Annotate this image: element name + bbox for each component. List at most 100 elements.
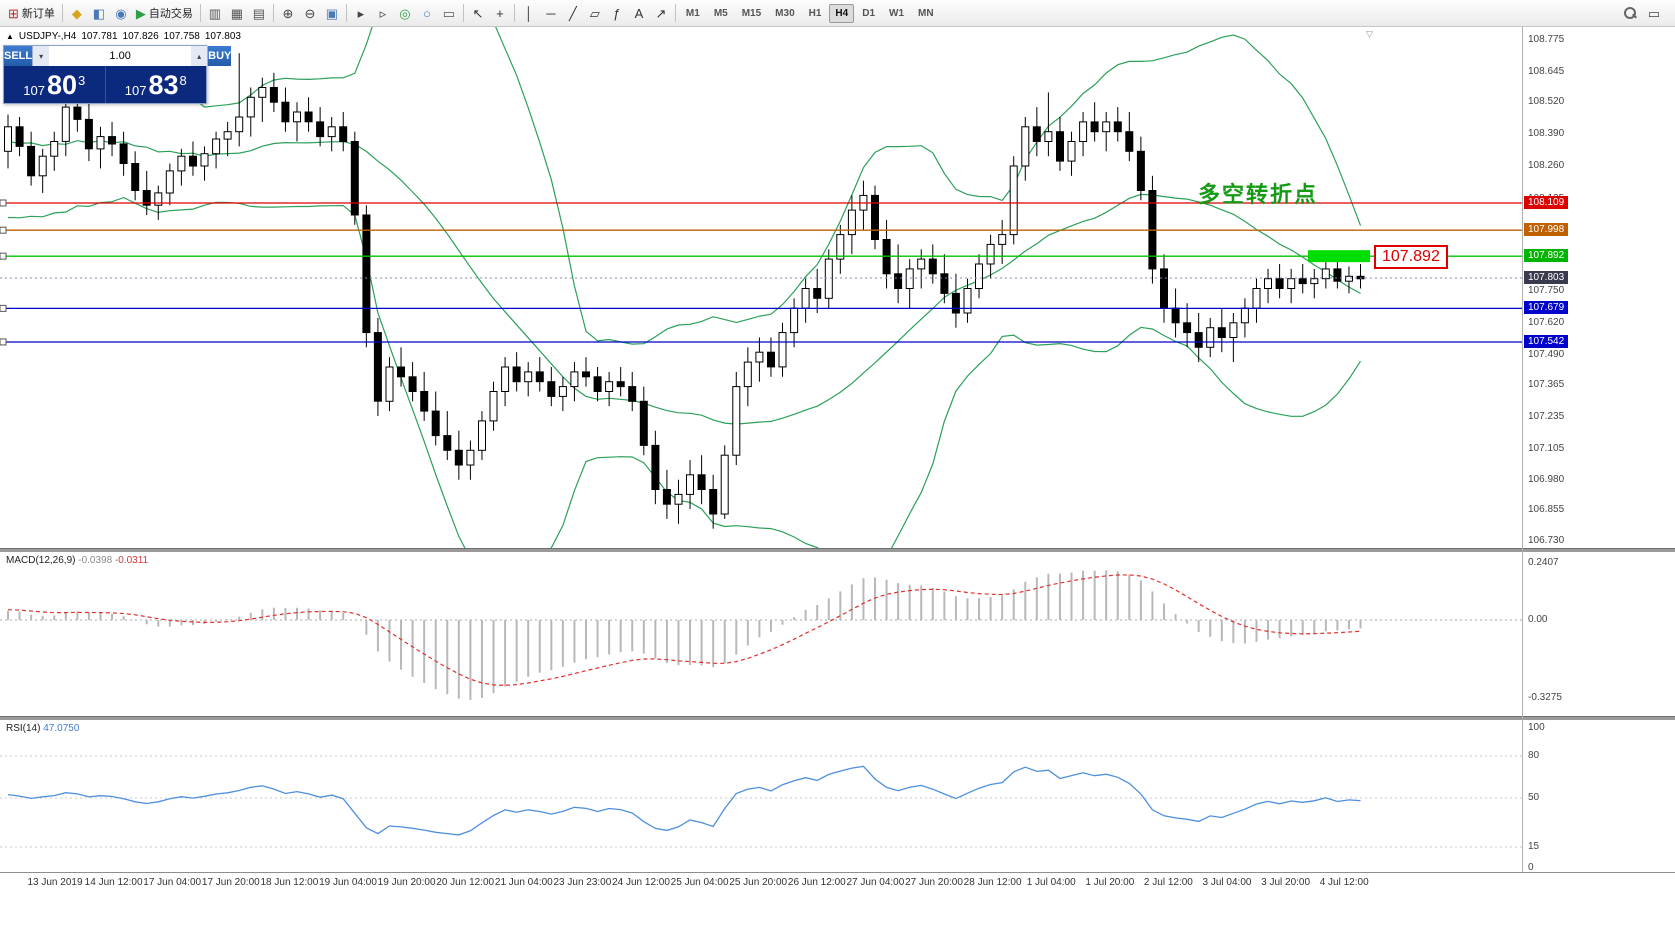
time-axis-label: 26 Jun 12:00 <box>787 877 846 888</box>
trendline-button[interactable]: ╱ <box>562 2 584 24</box>
new-order-icon: ⊞ <box>8 5 19 21</box>
market-watch-button[interactable]: ◆ <box>66 2 88 24</box>
time-axis-label: 2 Jul 12:00 <box>1143 877 1193 888</box>
macd-value-signal: -0.0311 <box>114 555 149 566</box>
price-axis-label: 106.855 <box>1528 504 1565 516</box>
toolbar-separator <box>674 4 676 22</box>
timeframe-m5[interactable]: M5 <box>713 7 728 19</box>
time-axis-label: 1 Jul 20:00 <box>1085 877 1135 888</box>
price-axis-label: 107.105 <box>1528 443 1565 455</box>
sell-price[interactable]: 107 80 3 <box>4 66 105 103</box>
navigator-button[interactable]: ◉ <box>110 2 132 24</box>
timeframe-m1[interactable]: M1 <box>685 7 700 19</box>
panel-separator[interactable] <box>0 716 1675 720</box>
price-axis-label: 108.645 <box>1528 65 1565 77</box>
rsi-chart[interactable] <box>0 720 1675 872</box>
time-axis-label: 20 Jun 12:00 <box>436 877 495 888</box>
one-click-trading-widget: SELL ▾ ▴ BUY 107 80 3 107 83 8 <box>3 45 232 104</box>
line-handle[interactable] <box>0 252 7 260</box>
new-order-button[interactable]: ⊞ 新订单 <box>4 2 59 24</box>
arrow-tool-button[interactable]: ↗ <box>650 2 672 24</box>
line-handle[interactable] <box>0 338 7 346</box>
ohlc-high: 107.826 <box>122 31 159 42</box>
bar-chart-button[interactable]: ▥ <box>204 2 226 24</box>
timeframe-mn[interactable]: MN <box>918 7 934 19</box>
price-callout[interactable]: 107.892 <box>1374 245 1448 270</box>
tile-windows-button[interactable]: ▣ <box>321 2 343 24</box>
indicators-button[interactable]: ◎ <box>394 2 416 24</box>
price-divider <box>104 66 106 103</box>
line-handle[interactable] <box>0 199 7 207</box>
arrow-tool-icon: ↗ <box>655 5 667 21</box>
timeframe-h1[interactable]: H1 <box>808 7 822 19</box>
auto-trading-icon: ▶ <box>135 5 146 21</box>
auto-scroll-icon: ▸ <box>357 5 365 21</box>
timeframe-bar: M1 M5 M15 M30 H1 H4 D1 W1 MN <box>679 3 941 23</box>
time-axis-label: 27 Jun 04:00 <box>846 877 905 888</box>
time-axis-label: 23 Jun 23:00 <box>553 877 612 888</box>
timeframe-d1[interactable]: D1 <box>862 7 876 19</box>
price-marker-rect[interactable] <box>1308 250 1370 263</box>
line-chart-button[interactable]: ▤ <box>248 2 270 24</box>
rsi-panel: RSI(14) 47.0750 100 80 50 15 0 <box>0 720 1675 873</box>
volume-down-button[interactable]: ▾ <box>33 46 50 66</box>
equidistant-channel-button[interactable]: ▱ <box>584 2 606 24</box>
main-chart-panel: ▲ USDJPY-,H4 107.781 107.826 107.758 107… <box>0 27 1675 548</box>
time-axis-label: 21 Jun 04:00 <box>494 877 553 888</box>
search-button[interactable] <box>1619 2 1641 24</box>
time-axis-label: 4 Jul 12:00 <box>1319 877 1369 888</box>
axis-border <box>1522 27 1523 872</box>
bollinger-band <box>7 196 1362 548</box>
sell-button[interactable]: SELL <box>4 46 33 66</box>
volume-up-button[interactable]: ▴ <box>191 46 208 66</box>
chart-shift-marker-icon[interactable]: ▽ <box>1366 29 1373 39</box>
quick-note-button[interactable]: ▭ <box>1643 2 1665 24</box>
timeframe-m15[interactable]: M15 <box>741 7 762 19</box>
text-tool-button[interactable]: A <box>628 2 650 24</box>
timeframe-h4[interactable]: H4 <box>829 3 855 23</box>
fibonacci-button[interactable]: ƒ <box>606 2 628 24</box>
search-icon <box>1624 7 1636 19</box>
time-axis[interactable]: 13 Jun 2019 14 Jun 12:00 17 Jun 04:00 17 Ju… <box>0 872 1675 894</box>
candlestick-chart-button[interactable]: ▦ <box>226 2 248 24</box>
price-axis-label: 107.750 <box>1528 284 1565 296</box>
line-handle[interactable] <box>0 226 7 234</box>
macd-panel: MACD(12,26,9) -0.0398 -0.0311 0.2407 0.00… <box>0 552 1675 716</box>
periods-button[interactable]: ○ <box>416 2 438 24</box>
price-axis-label: 107.620 <box>1528 316 1565 328</box>
main-chart[interactable] <box>0 27 1675 548</box>
horizontal-line-button[interactable]: ─ <box>540 2 562 24</box>
zoom-in-button[interactable]: ⊕ <box>277 2 299 24</box>
timeframe-m30[interactable]: M30 <box>775 7 795 19</box>
volume-input[interactable] <box>49 46 192 66</box>
sell-price-big: 80 <box>46 70 77 101</box>
time-axis-label: 17 Jun 04:00 <box>143 877 202 888</box>
zoom-out-button[interactable]: ⊖ <box>299 2 321 24</box>
toolbar-buttons: ⊞ 新订单 ◆ ◧ ◉ ▶ 自动交易 ▥ ▦ ▤ ⊕ ⊖ ▣ ▸ ▹ ◎ ○ ▭ ↖ + │ ─ ╱ ▱ ƒ A ↗ <box>4 2 679 24</box>
templates-button[interactable]: ▭ <box>438 2 460 24</box>
new-order-label: 新订单 <box>21 8 55 20</box>
market-watch-icon: ◆ <box>71 5 82 21</box>
buy-button[interactable]: BUY <box>208 46 232 66</box>
periods-icon: ○ <box>422 5 431 21</box>
symbol-info: ▲ USDJPY-,H4 107.781 107.826 107.758 107… <box>6 31 241 42</box>
price-axis-label: 108.775 <box>1528 33 1565 45</box>
line-handle[interactable] <box>0 304 7 312</box>
auto-scroll-button[interactable]: ▸ <box>350 2 372 24</box>
data-window-button[interactable]: ◧ <box>88 2 110 24</box>
cursor-button[interactable]: ↖ <box>467 2 489 24</box>
macd-chart[interactable] <box>0 552 1675 716</box>
buy-price-big: 83 <box>148 70 179 101</box>
crosshair-button[interactable]: + <box>489 2 511 24</box>
macd-axis-label: 0.2407 <box>1528 556 1559 568</box>
toolbar-separator <box>462 4 464 22</box>
symbol-direction-icon: ▲ <box>6 32 14 41</box>
vertical-line-button[interactable]: │ <box>518 2 540 24</box>
timeframe-w1[interactable]: W1 <box>889 7 905 19</box>
chart-shift-button[interactable]: ▹ <box>372 2 394 24</box>
auto-trading-button[interactable]: ▶ 自动交易 <box>132 2 197 24</box>
chart-annotation[interactable]: 多空转折点 <box>1198 182 1319 207</box>
panel-separator[interactable] <box>0 548 1675 552</box>
auto-trading-label: 自动交易 <box>148 8 193 20</box>
buy-price[interactable]: 107 83 8 <box>106 66 207 103</box>
